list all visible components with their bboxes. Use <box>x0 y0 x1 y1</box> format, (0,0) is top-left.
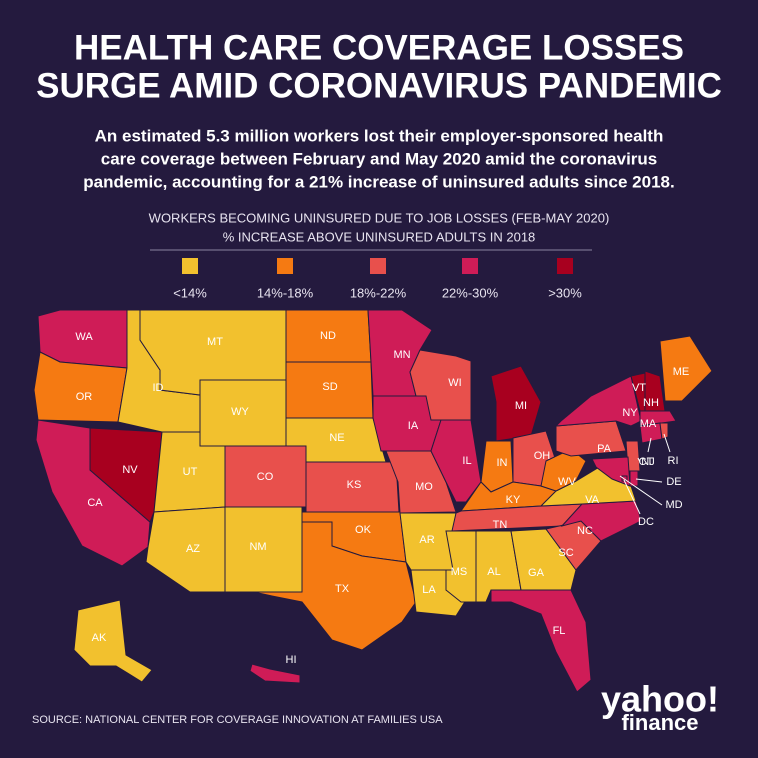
leader-line <box>623 479 641 515</box>
legend-label: <14% <box>173 285 207 300</box>
state-shape <box>253 521 417 651</box>
state-label: WI <box>448 377 461 389</box>
state-label: VA <box>585 494 600 506</box>
state-label: ND <box>320 330 336 342</box>
state-label: NE <box>329 432 344 444</box>
legend-swatch <box>277 258 293 274</box>
state-shape <box>659 422 669 440</box>
state-label: AK <box>92 632 107 644</box>
state-shape <box>659 335 713 402</box>
state-label: DC <box>638 516 654 528</box>
state-label: RI <box>668 455 679 467</box>
state-label: CO <box>257 471 274 483</box>
state-label: GA <box>528 567 545 579</box>
state-label: IA <box>408 420 419 432</box>
logo-brand: yahoo! <box>601 679 719 720</box>
state-label: HI <box>286 654 297 666</box>
legend-swatch <box>182 258 198 274</box>
legend-title: % INCREASE ABOVE UNINSURED ADULTS IN 201… <box>223 229 536 244</box>
state-label: SC <box>558 547 573 559</box>
legend-swatch <box>370 258 386 274</box>
state-shape <box>430 419 482 503</box>
state-label: NJ <box>641 456 654 468</box>
state-label: ME <box>673 366 690 378</box>
state-label: NC <box>577 525 593 537</box>
state-label: MD <box>665 499 682 511</box>
source: SOURCE: NATIONAL CENTER FOR COVERAGE INN… <box>32 714 443 726</box>
legend-title: WORKERS BECOMING UNINSURED DUE TO JOB LO… <box>149 210 610 225</box>
leader-line <box>647 437 652 453</box>
map <box>33 309 713 693</box>
state-shape <box>490 589 592 693</box>
state-label: SD <box>322 381 337 393</box>
state-shape <box>249 663 301 684</box>
state-shape <box>409 349 472 421</box>
state-label: TN <box>493 519 508 531</box>
title-line: SURGE AMID CORONAVIRUS PANDEMIC <box>36 66 722 105</box>
state-label: AZ <box>186 543 200 555</box>
state-label: FL <box>553 625 566 637</box>
state-shape <box>89 427 163 523</box>
legend-label: 22%-30% <box>442 285 499 300</box>
state-label: OK <box>355 524 372 536</box>
legend-label: 18%-22% <box>350 285 407 300</box>
state-label: KY <box>506 494 521 506</box>
state-label: CA <box>87 497 103 509</box>
state-label: MS <box>451 566 468 578</box>
title-line: HEALTH CARE COVERAGE LOSSES <box>74 28 684 67</box>
state-label: ID <box>153 382 164 394</box>
state-label: MI <box>515 400 527 412</box>
state-label: MN <box>393 349 410 361</box>
leader-line <box>663 433 671 453</box>
state-label: IL <box>462 455 471 467</box>
state-label: KS <box>347 479 362 491</box>
state-label: AL <box>487 566 500 578</box>
state-label: CT <box>639 456 654 468</box>
state-label: LA <box>422 584 436 596</box>
leader-line <box>635 478 663 483</box>
state-label: NV <box>122 464 138 476</box>
state-label: DE <box>666 476 681 488</box>
state-label: WY <box>231 406 249 418</box>
subtitle-line: care coverage between February and May 2… <box>101 149 658 168</box>
state-shape <box>639 410 677 427</box>
state-label: NM <box>249 541 266 553</box>
state-label: IN <box>497 457 508 469</box>
state-label: OR <box>76 391 93 403</box>
state-label: VT <box>632 382 646 394</box>
state-label: AR <box>419 534 434 546</box>
state-label: OH <box>534 450 551 462</box>
state-label: TX <box>335 583 350 595</box>
state-shape <box>73 599 153 683</box>
subtitle-line: An estimated 5.3 million workers lost th… <box>95 126 664 145</box>
state-label: MO <box>415 481 433 493</box>
leader-line <box>637 457 641 463</box>
subtitle-line: pandemic, accounting for a 21% increase … <box>83 172 674 191</box>
state-label: MT <box>207 336 223 348</box>
leader-line <box>619 475 663 506</box>
state-label: MA <box>640 418 657 430</box>
state-label: NY <box>622 407 638 419</box>
legend-label: >30% <box>548 285 582 300</box>
state-label: UT <box>183 466 198 478</box>
state-label: NH <box>643 397 659 409</box>
state-shape <box>591 456 631 487</box>
logo-product: finance <box>621 710 698 735</box>
legend-swatch <box>557 258 573 274</box>
state-label: WA <box>75 331 93 343</box>
state-label: WV <box>558 476 576 488</box>
state-labels: WA OR CA NV ID MT WY UT AZ NM CO ND SD NE KS OK TX MN IA MO… <box>75 330 689 666</box>
state-shape <box>510 528 577 591</box>
state-shape <box>555 420 627 457</box>
legend-swatch <box>462 258 478 274</box>
legend-label: 14%-18% <box>257 285 314 300</box>
state-label: PA <box>597 443 612 455</box>
